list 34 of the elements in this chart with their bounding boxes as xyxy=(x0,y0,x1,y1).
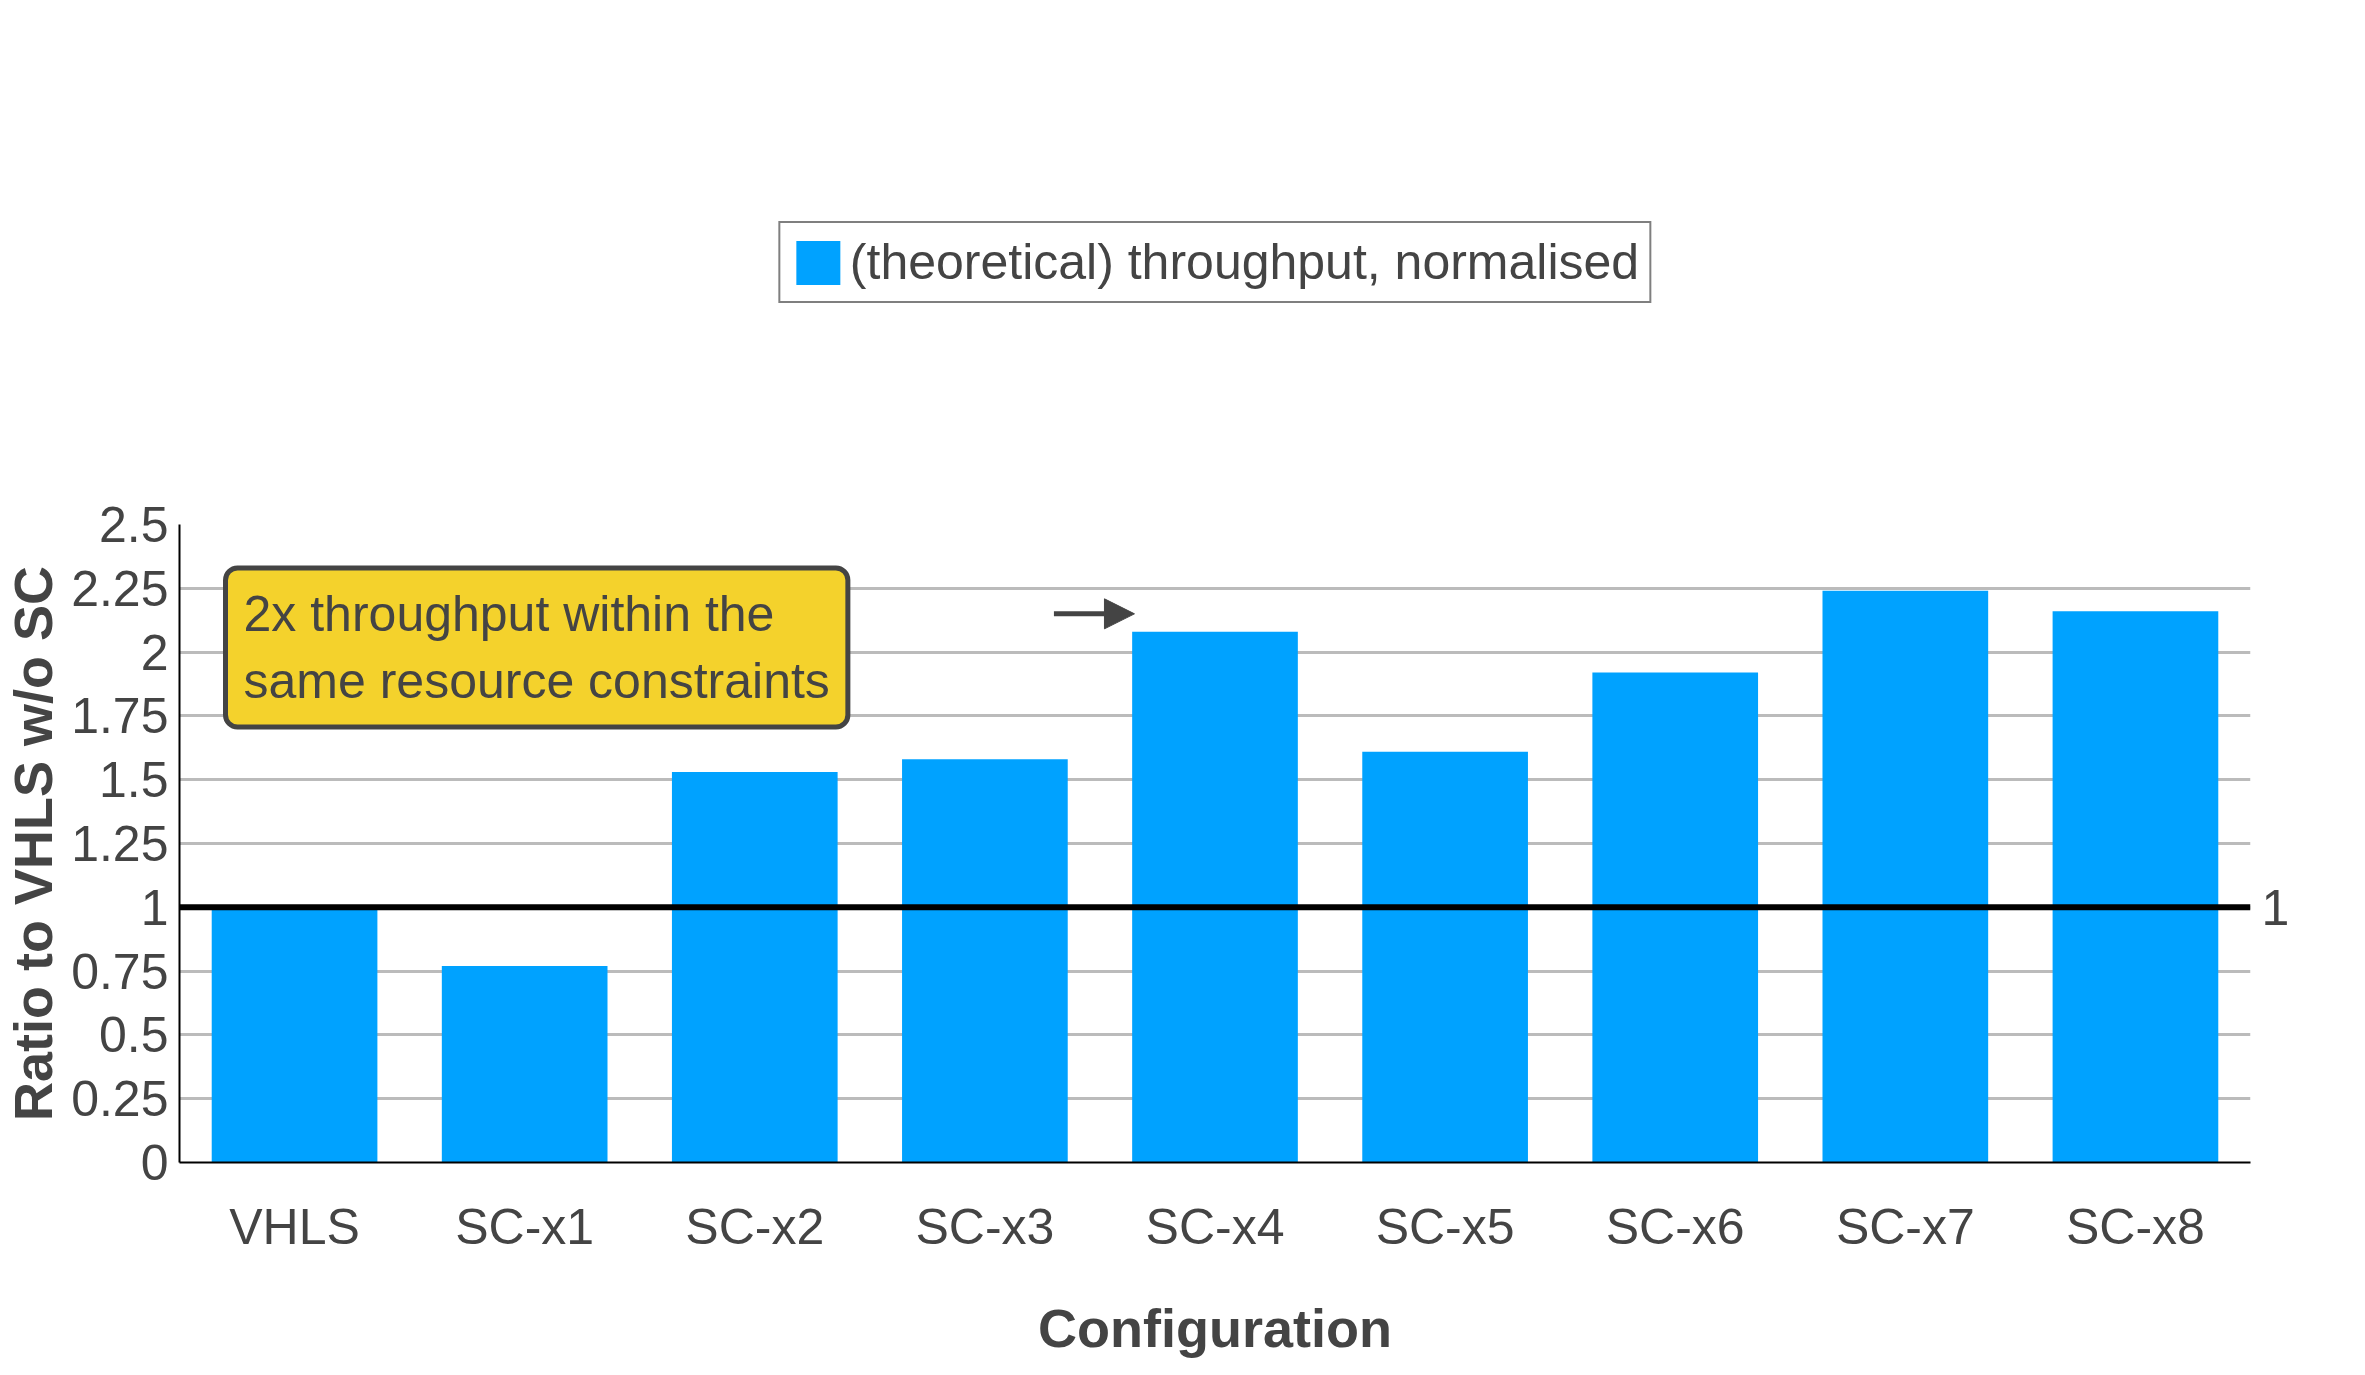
bar xyxy=(1592,672,1759,1163)
x-tick-label: SC-x7 xyxy=(1835,1198,1975,1255)
legend-label: (theoretical) throughput, normalised xyxy=(849,233,1640,291)
x-tick-label: SC-x5 xyxy=(1375,1198,1515,1255)
x-tick-label: SC-x4 xyxy=(1145,1198,1285,1255)
y-tick-label: 2.5 xyxy=(98,497,169,553)
x-tick-label: VHLS xyxy=(229,1198,360,1255)
y-tick-label: 1.25 xyxy=(71,816,169,872)
y-tick-label: 1.5 xyxy=(98,752,169,809)
bar xyxy=(211,907,378,1163)
y-tick-label: 1 xyxy=(140,879,169,936)
bar xyxy=(902,759,1068,1163)
y-tick-label: 2.25 xyxy=(71,560,169,617)
y-tick-label: 0 xyxy=(140,1135,169,1191)
y-tick-label: 0.25 xyxy=(71,1071,169,1128)
x-tick-label: SC-x2 xyxy=(685,1198,825,1255)
y-axis-title: Ratio to VHLS w/o SC xyxy=(3,565,64,1121)
bar xyxy=(1362,751,1528,1163)
bar xyxy=(441,966,608,1163)
bar xyxy=(1822,590,1989,1163)
bar xyxy=(671,772,838,1163)
y-tick-label: 0.5 xyxy=(98,1007,169,1064)
x-tick-label: SC-x8 xyxy=(2065,1198,2205,1255)
bar xyxy=(2052,611,2219,1163)
x-tick-label: SC-x6 xyxy=(1605,1198,1745,1255)
y-tick-label: 1.75 xyxy=(71,688,169,745)
bar xyxy=(1132,631,1298,1163)
y-tick-label: 0.75 xyxy=(71,943,169,1000)
x-axis-title: Configuration xyxy=(1038,1297,1392,1358)
x-tick-label: SC-x1 xyxy=(455,1198,595,1255)
x-tick-label: SC-x3 xyxy=(915,1198,1055,1255)
annotation: 2x throughput within the same resource constraints xyxy=(243,585,830,710)
ref-line-label: 1 xyxy=(2261,879,2290,936)
y-tick-label: 2 xyxy=(140,624,169,681)
